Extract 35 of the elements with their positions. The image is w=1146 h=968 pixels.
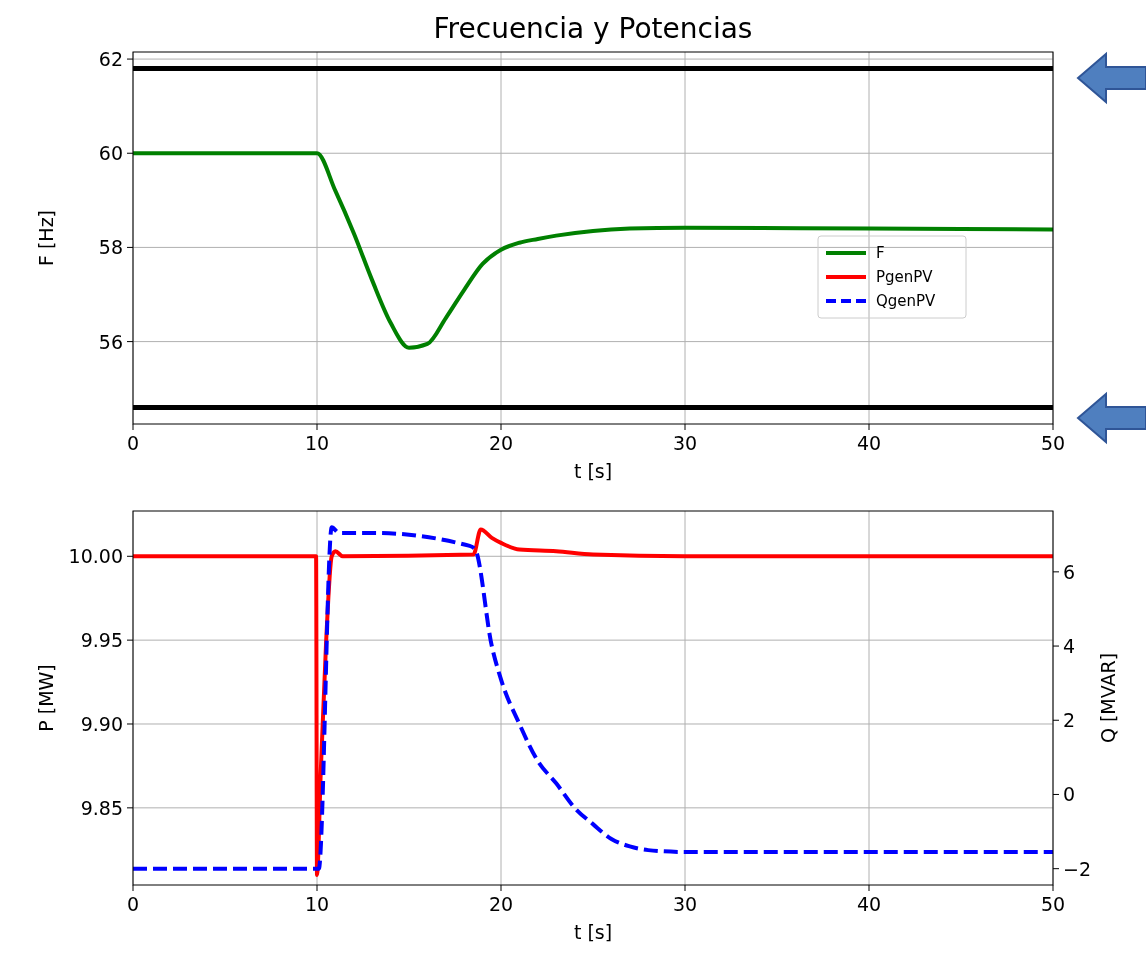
x-tick-label: 10 bbox=[304, 893, 330, 915]
y-tick-label: 10.00 bbox=[68, 545, 123, 568]
y-tick-label: 9.90 bbox=[80, 713, 123, 735]
x-tick-label: 0 bbox=[126, 893, 140, 915]
y-axis-title: P [MW] bbox=[35, 664, 57, 732]
y2-tick-label: 6 bbox=[1063, 560, 1076, 583]
line-series bbox=[131, 151, 1055, 350]
y-tick-label: 60 bbox=[98, 142, 123, 165]
x-tick-label: 20 bbox=[488, 893, 514, 915]
x-tick-label: 50 bbox=[1040, 432, 1066, 454]
chart-title: Frecuencia y Potencias bbox=[433, 12, 753, 45]
y-tick-label: 9.95 bbox=[80, 629, 123, 652]
legend-label: F bbox=[876, 244, 885, 262]
x-tick-label: 30 bbox=[672, 432, 698, 454]
x-axis-title: t [s] bbox=[573, 460, 613, 482]
y-tick-label: 62 bbox=[98, 48, 123, 71]
y-tick-label: 58 bbox=[98, 236, 123, 259]
y2-tick-label: 0 bbox=[1063, 783, 1076, 806]
y2-axis-title: Q [MVAR] bbox=[1097, 652, 1119, 744]
y-tick-label: 56 bbox=[98, 330, 123, 353]
x-tick-label: 50 bbox=[1040, 893, 1066, 915]
text: PgenPV bbox=[876, 268, 933, 286]
x-tick-label: 40 bbox=[856, 432, 882, 454]
y-tick-label: 9.85 bbox=[80, 796, 123, 819]
text: QgenPV bbox=[876, 292, 936, 310]
x-tick-label: 20 bbox=[488, 432, 514, 454]
x-tick-label: 40 bbox=[856, 893, 882, 915]
x-tick-label: 10 bbox=[304, 432, 330, 454]
y-axis-title: F [Hz] bbox=[35, 209, 57, 267]
x-tick-label: 30 bbox=[672, 893, 698, 915]
x-tick-label: 0 bbox=[126, 432, 140, 454]
y2-tick-label: 2 bbox=[1063, 709, 1076, 732]
y2-tick-label: −2 bbox=[1063, 857, 1092, 880]
x-axis-title: t [s] bbox=[573, 921, 613, 943]
y2-tick-label: 4 bbox=[1063, 635, 1076, 658]
